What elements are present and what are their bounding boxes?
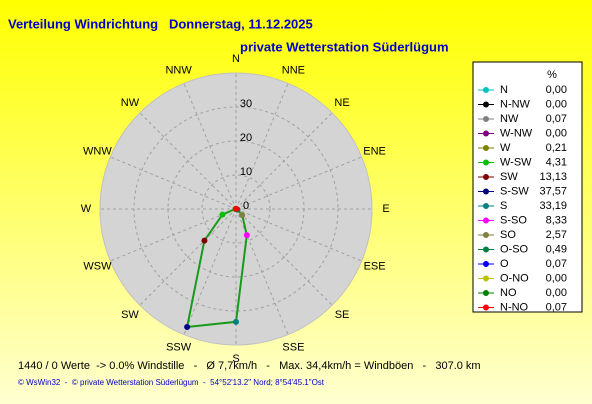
legend-label: W [500,142,511,154]
legend-label: S-SW [500,185,529,197]
direction-label: WNW [83,146,112,158]
direction-label: NNW [165,64,192,76]
legend-marker [483,130,489,137]
chart-title: Verteilung Windrichtung Donnerstag, 11.1… [8,16,313,31]
spoke [139,208,237,306]
legend-label: O-NO [500,272,529,284]
legend-label: SO [500,229,516,241]
legend-label: O [500,258,509,270]
legend-label: N-NO [500,301,529,313]
direction-label: NNE [282,64,305,76]
legend-value: 0,00 [546,272,567,284]
r-tick-label: 30 [240,98,252,110]
legend-value: 0,00 [546,84,567,96]
direction-label: SSE [282,341,304,353]
legend-marker [483,261,489,267]
legend-header: % [547,69,557,81]
legend-marker [483,188,489,195]
legend-label: NW [500,113,519,125]
legend-label: NO [500,287,517,299]
spoke [235,156,362,210]
direction-label: WSW [83,260,112,272]
legend-marker [483,145,489,151]
legend-value: 4,31 [546,156,567,168]
direction-label: NW [121,97,140,109]
legend-value: 0,49 [546,243,567,255]
point [184,324,191,331]
legend-label: N [500,84,508,96]
direction-label: ENE [363,146,386,158]
point [201,237,208,244]
direction-label: NE [334,97,349,109]
chart-subtitle: private Wetterstation Süderlügum [240,39,449,54]
r-tick-label: 10 [240,166,252,178]
direction-label: N [232,53,240,65]
legend-marker [483,116,489,122]
credits: © WsWin32 - © private Wetterstation Süde… [18,378,325,387]
spoke [235,83,289,210]
footer: 1440 / 0 Werte -> 0.0% Windstille - Ø 7,… [18,360,481,372]
direction-label: SSW [166,341,192,353]
direction-label: ESE [364,260,386,272]
legend-box [472,61,583,313]
legend-label: SW [500,171,518,183]
legend-value: 8,33 [546,214,567,226]
legend-label: N-NW [500,98,531,110]
legend-value: 33,19 [539,200,567,212]
spoke [110,156,237,210]
legend-label: W-SW [500,156,532,168]
legend-marker [483,159,489,166]
legend-label: W-NW [500,127,533,139]
legend-value: 0,00 [546,127,567,139]
spoke [235,208,333,306]
legend-value: 0,00 [546,287,567,299]
direction-label: S [232,353,239,365]
legend-value: 0,00 [546,98,567,110]
point [243,232,250,239]
legend-value: 37,57 [539,185,567,197]
legend-marker [483,87,489,93]
legend-marker [483,101,489,108]
spoke [183,83,237,210]
legend-marker [483,304,489,311]
grid-ring [201,174,271,244]
point [219,211,226,218]
legend-marker [483,290,489,296]
legend-value: 0,21 [546,142,567,154]
legend-marker [483,232,489,238]
legend-marker [483,275,489,282]
point [233,205,240,212]
r-tick-label: 20 [240,132,252,144]
legend-marker [483,174,489,180]
legend-value: 0,07 [546,258,567,270]
legend-marker [483,203,489,209]
point [239,212,246,219]
grid-ring [167,140,305,278]
legend-label: S [500,200,507,212]
direction-label: SE [335,309,350,321]
direction-label: W [81,203,92,215]
legend-value: 2,57 [546,229,567,241]
legend-label: O-SO [500,243,529,255]
direction-label: SW [121,309,139,321]
grid-ring [133,106,339,312]
legend-value: 13,13 [539,171,567,183]
r-tick-label: 0 [243,200,249,212]
legend-value: 0,07 [546,301,567,313]
direction-label: E [382,203,389,215]
legend-marker [483,217,489,224]
legend-label: S-SO [500,214,527,226]
legend-marker [483,246,489,253]
point [233,318,239,325]
legend-value: 0,07 [546,113,567,125]
